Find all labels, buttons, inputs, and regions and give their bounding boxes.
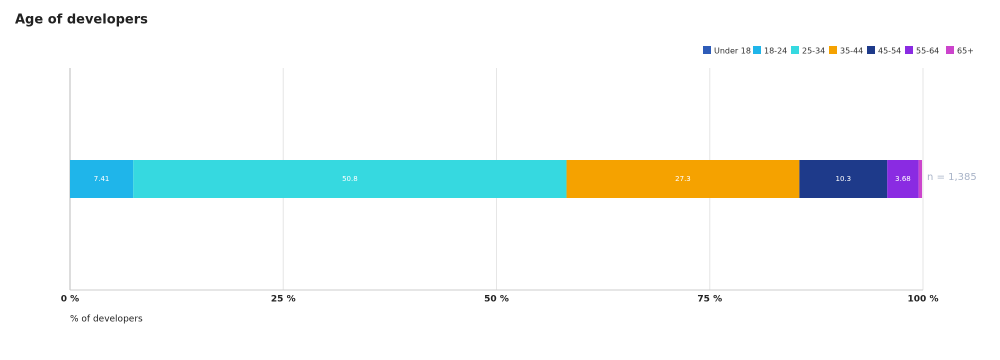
chart-title: Age of developers [15, 13, 148, 28]
legend-label: 35-44 [840, 47, 863, 56]
legend-label: 25-34 [802, 47, 825, 56]
legend-swatch [753, 46, 761, 54]
bar-segment [918, 160, 923, 198]
legend-swatch [867, 46, 875, 54]
x-tick-label: 100 % [908, 295, 939, 305]
x-tick-label: 25 % [271, 295, 296, 305]
segment-label: 50.8 [342, 175, 358, 183]
x-tick-label: 75 % [697, 295, 722, 305]
bar-segment [566, 160, 800, 198]
segment-label: 3.68 [895, 175, 911, 183]
legend-label: 45-54 [878, 47, 901, 56]
segment-label: 27.3 [675, 175, 691, 183]
bar-segment [133, 160, 567, 198]
legend-label: 18-24 [764, 47, 787, 56]
segment-label: 7.41 [94, 175, 110, 183]
annotation: n = 1,385 [927, 172, 977, 183]
x-tick-label: 50 % [484, 295, 509, 305]
x-axis-title: % of developers [70, 315, 143, 325]
bar-segment [799, 160, 888, 198]
legend-label: 55-64 [916, 47, 939, 56]
x-tick-label: 0 % [61, 295, 79, 305]
legend-label: 65+ [957, 47, 974, 56]
bar-segment [70, 160, 134, 198]
legend-swatch [946, 46, 954, 54]
legend-swatch [703, 46, 711, 54]
legend-label: Under 18 [714, 47, 751, 56]
bar-segment [887, 160, 919, 198]
legend-swatch [905, 46, 913, 54]
legend-swatch [829, 46, 837, 54]
segment-label: 10.3 [836, 175, 852, 183]
legend-swatch [791, 46, 799, 54]
